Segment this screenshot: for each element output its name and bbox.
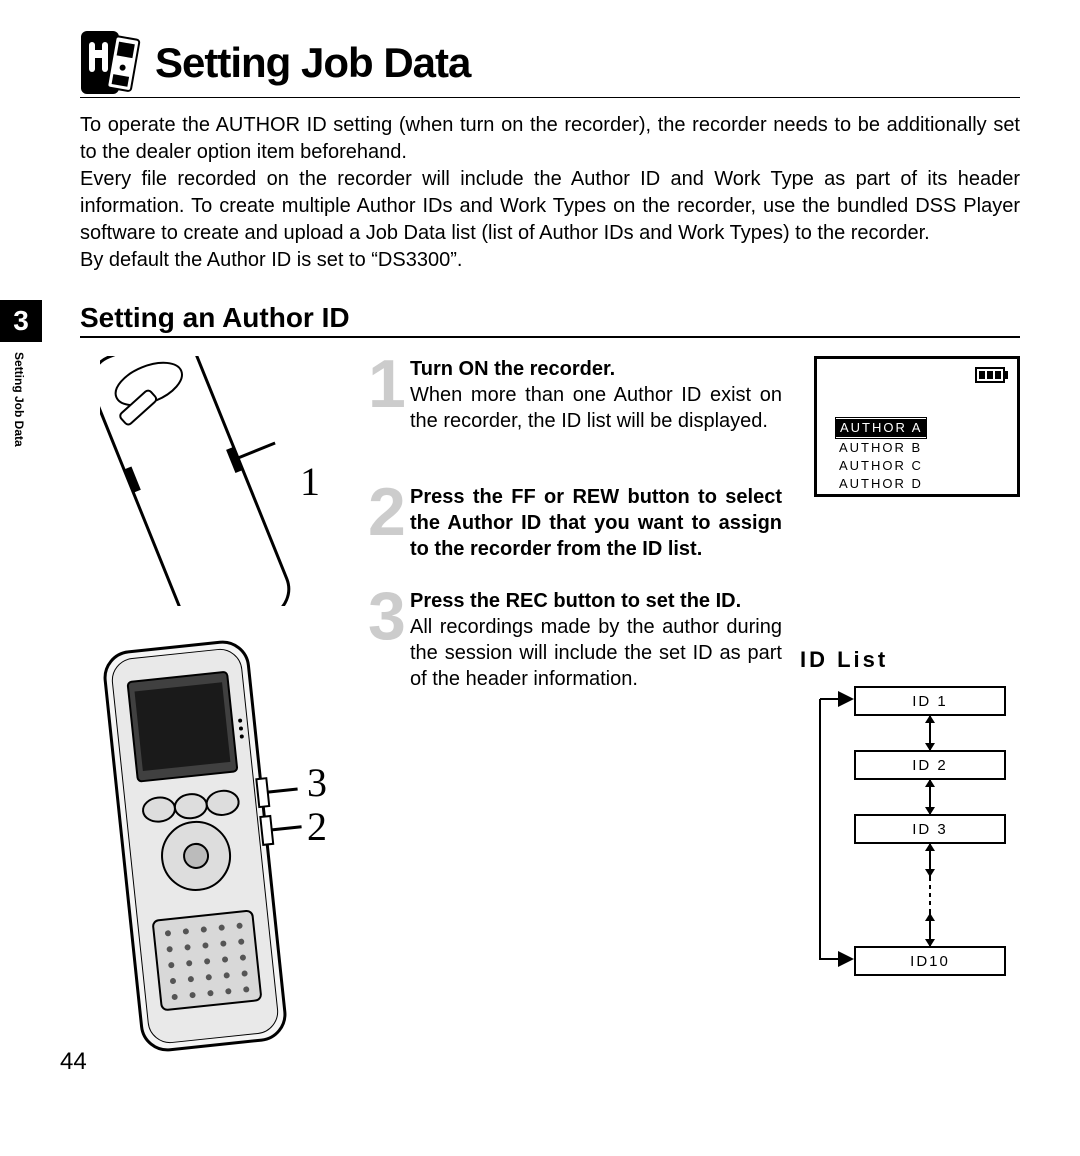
step-number: 2 — [368, 484, 410, 562]
step-desc: When more than one Author ID exist on th… — [410, 384, 782, 432]
author-row-selected: AUTHOR A — [836, 419, 926, 437]
recorder-front-view-icon — [95, 631, 335, 1061]
step-desc: All recordings made by the author during… — [410, 616, 782, 690]
recorder-top-view-icon — [100, 356, 330, 606]
callout-3: 3 — [307, 759, 327, 806]
main-title: Setting Job Data — [155, 39, 470, 87]
author-row: AUTHOR D — [835, 475, 927, 493]
svg-text:ID 1: ID 1 — [912, 693, 948, 710]
step-title: Turn ON the recorder. — [410, 358, 615, 380]
idlist-title: ID List — [800, 647, 1020, 673]
step-3: 3 Press the REC button to set the ID. Al… — [368, 588, 782, 692]
steps-column: 1 Turn ON the recorder. When more than o… — [350, 356, 800, 1066]
callout-1: 1 — [300, 458, 320, 505]
title-row: Setting Job Data — [80, 30, 1020, 98]
author-row: AUTHOR B — [835, 439, 927, 457]
step-1: 1 Turn ON the recorder. When more than o… — [368, 356, 782, 434]
device-illustrations: 1 — [80, 356, 350, 1066]
intro-text: To operate the AUTHOR ID setting (when t… — [80, 112, 1020, 274]
page-number: 44 — [60, 1048, 87, 1076]
id-list-diagram: ID 1 ID 2 ID 3 ID10 — [800, 679, 1020, 979]
step-number: 3 — [368, 588, 410, 692]
svg-text:ID 2: ID 2 — [912, 757, 948, 774]
step-title: Press the REC button to set the ID. — [410, 590, 741, 612]
tools-recorder-icon — [80, 30, 145, 95]
step-2: 2 Press the FF or REW button to select t… — [368, 484, 782, 562]
svg-text:ID 3: ID 3 — [912, 821, 948, 838]
author-list: AUTHOR A AUTHOR B AUTHOR C AUTHOR D — [835, 417, 927, 493]
side-label: Setting Job Data — [12, 352, 26, 447]
section-tab: 3 — [0, 300, 42, 342]
subheading-author-id: Setting an Author ID — [80, 302, 1020, 338]
callout-2: 2 — [307, 803, 327, 850]
step-title: Press the FF or REW button to select the… — [410, 486, 782, 560]
right-column: AUTHOR A AUTHOR B AUTHOR C AUTHOR D ID L… — [800, 356, 1020, 1066]
step-number: 1 — [368, 356, 410, 434]
svg-text:ID10: ID10 — [910, 953, 950, 970]
battery-icon — [975, 367, 1009, 383]
author-row: AUTHOR C — [835, 457, 927, 475]
lcd-screen: AUTHOR A AUTHOR B AUTHOR C AUTHOR D — [814, 356, 1020, 497]
